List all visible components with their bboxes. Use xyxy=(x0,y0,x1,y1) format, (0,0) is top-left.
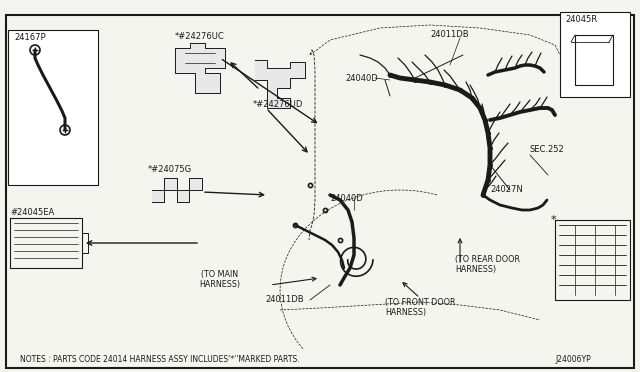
Text: SEC.252: SEC.252 xyxy=(530,145,564,154)
Text: (TO REAR DOOR: (TO REAR DOOR xyxy=(455,255,520,264)
Text: J24006YP: J24006YP xyxy=(555,355,591,364)
Text: HARNESS): HARNESS) xyxy=(455,265,496,274)
Polygon shape xyxy=(255,60,305,108)
Text: *#24075G: *#24075G xyxy=(148,165,192,174)
Text: *#24276UD: *#24276UD xyxy=(253,100,303,109)
Bar xyxy=(8,30,98,185)
Text: 24040D: 24040D xyxy=(345,74,378,83)
Text: #24045EA: #24045EA xyxy=(10,208,54,217)
Text: 24027N: 24027N xyxy=(490,185,523,194)
Bar xyxy=(575,35,613,85)
Polygon shape xyxy=(152,178,202,202)
Text: 24011DB: 24011DB xyxy=(430,30,468,39)
Text: 24167P: 24167P xyxy=(14,33,45,42)
Text: (TO FRONT DOOR: (TO FRONT DOOR xyxy=(385,298,456,307)
Text: (TO MAIN: (TO MAIN xyxy=(202,270,239,279)
Text: NOTES : PARTS CODE 24014 HARNESS ASSY INCLUDES'*''MARKED PARTS.: NOTES : PARTS CODE 24014 HARNESS ASSY IN… xyxy=(20,355,300,364)
Text: HARNESS): HARNESS) xyxy=(385,308,426,317)
Bar xyxy=(560,12,630,97)
Text: *: * xyxy=(551,215,557,225)
Text: 24040D: 24040D xyxy=(330,194,363,203)
Polygon shape xyxy=(175,43,225,93)
Text: 24011DB: 24011DB xyxy=(265,295,303,304)
Text: HARNESS): HARNESS) xyxy=(200,280,241,289)
Text: 24045R: 24045R xyxy=(565,15,597,24)
Text: *#24276UC: *#24276UC xyxy=(175,32,225,41)
